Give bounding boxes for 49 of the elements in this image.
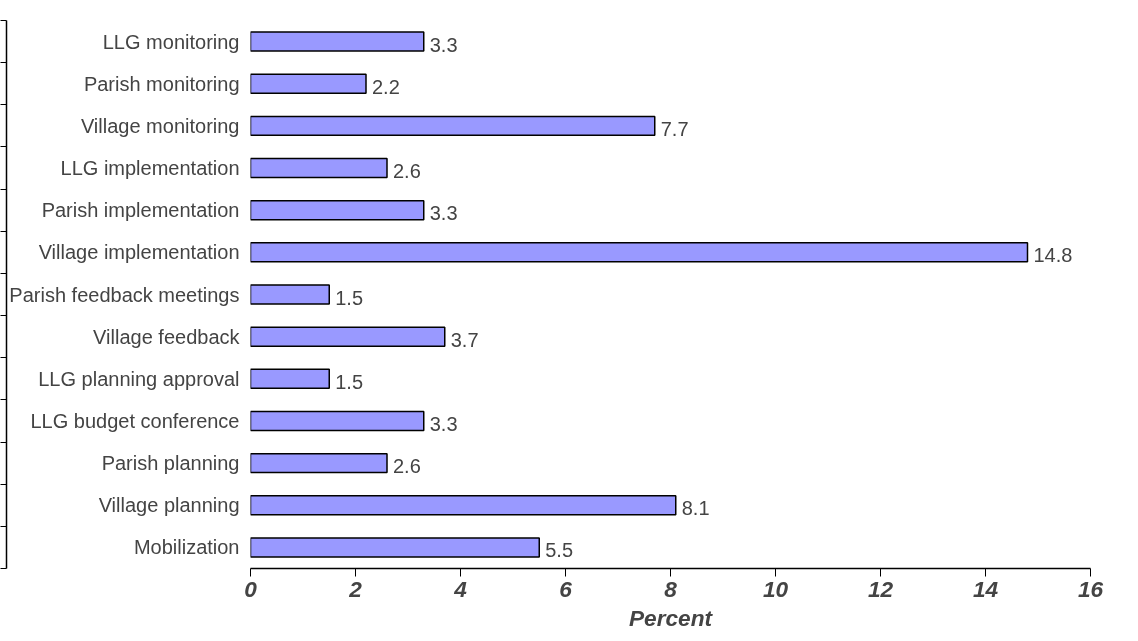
y-tick-label: LLG implementation [60,157,240,180]
data-label: 3.3 [429,33,458,56]
data-label: 14.8 [1033,244,1073,267]
y-tick-label: Village monitoring [80,114,240,137]
x-tick-label: 16 [1077,575,1104,602]
bar [250,452,388,474]
bar [250,537,540,558]
bar [250,495,677,516]
y-tick-label: LLG budget conference [30,409,240,432]
x-tick-label: 2 [348,575,363,602]
x-tick-label: 0 [244,575,258,602]
y-tick-label: Parish planning [101,452,240,475]
data-label: 3.3 [429,202,458,225]
data-label: 5.5 [545,539,574,562]
y-tick-label: Village implementation [38,241,240,264]
x-tick-label: 12 [867,575,894,602]
data-label: 3.7 [450,328,479,351]
x-tick-label: 8 [664,575,678,602]
bar [250,199,425,221]
bar [250,410,425,432]
bar [250,73,367,94]
data-label: 2.6 [393,160,421,183]
x-tick-label: 6 [559,575,573,602]
data-label: 1.5 [335,370,364,393]
data-label: 1.5 [335,286,364,309]
x-tick-label: 4 [453,575,468,602]
bar [250,284,330,305]
bar [250,242,1029,263]
y-tick-label: LLG monitoring [102,30,240,53]
x-tick-label: 10 [762,575,789,602]
x-axis-title: Percent [628,604,714,631]
x-tick-label: 14 [972,575,999,602]
data-label: 3.3 [429,412,458,435]
data-label: 2.6 [393,455,421,478]
bar [250,157,388,179]
bar [250,326,446,347]
y-tick-label: Parish monitoring [83,72,240,95]
bar [250,115,656,137]
data-label: 8.1 [681,497,710,520]
y-tick-label: Village feedback [93,325,241,348]
y-tick-label: Village planning [98,494,240,517]
y-tick-label: Mobilization [133,536,240,559]
y-tick-label: Parish feedback meetings [9,283,240,306]
data-label: 2.2 [372,75,400,98]
y-tick-label: Parish implementation [41,199,240,222]
bar [250,368,330,390]
data-label: 7.7 [660,117,689,140]
bar [250,31,425,52]
y-tick-label: LLG planning approval [38,367,240,390]
